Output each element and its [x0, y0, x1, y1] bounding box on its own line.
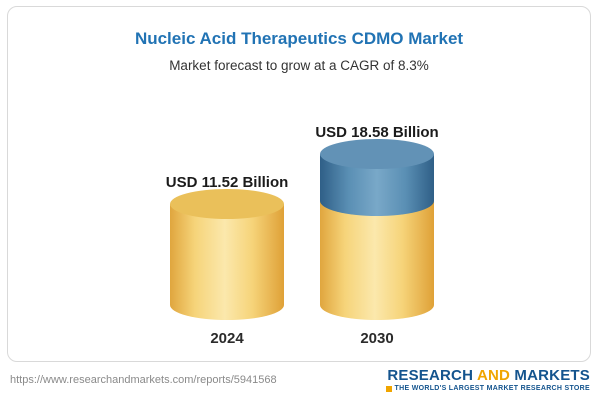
- bar-group-2024: USD 11.52 Billion 2024: [166, 174, 289, 347]
- logo-word-markets: MARKETS: [514, 367, 590, 385]
- chart-title: Nucleic Acid Therapeutics CDMO Market: [134, 29, 464, 48]
- bar-2030-top-ellipse: [320, 139, 434, 169]
- research-and-markets-logo: RESEARCH AND MARKETS THE WORLD'S LARGEST…: [385, 367, 590, 393]
- value-label-2024: USD 11.52 Billion: [165, 174, 289, 191]
- bar-2024-top-ellipse: [170, 189, 284, 219]
- axis-label-2030: 2030: [360, 330, 394, 347]
- chart-card: Nucleic Acid Therapeutics CDMO Market Ma…: [7, 6, 591, 362]
- report-url: https://www.researchandmarkets.com/repor…: [10, 374, 277, 386]
- value-label-2030: USD 18.58 Billion: [315, 124, 439, 141]
- bar-chart: USD 11.52 Billion 2024 USD 18.58 Billion…: [8, 7, 590, 361]
- bar-group-2030: USD 18.58 Billion 2030: [315, 124, 438, 347]
- bar-2030-cylinder: [320, 139, 434, 320]
- logo-tagline-text: THE WORLD'S LARGEST MARKET RESEARCH STOR…: [394, 384, 590, 392]
- logo-wordmark: RESEARCH AND MARKETS: [387, 367, 590, 384]
- chart-subtitle: Market forecast to grow at a CAGR of 8.3…: [169, 58, 429, 73]
- axis-label-2024: 2024: [210, 330, 244, 347]
- logo-tagline: THE WORLD'S LARGEST MARKET RESEARCH STOR…: [385, 384, 590, 393]
- footer: https://www.researchandmarkets.com/repor…: [0, 364, 600, 400]
- logo-square-icon: [385, 385, 392, 392]
- logo-word-and: AND: [476, 367, 511, 385]
- bar-2024-cylinder: [170, 189, 284, 320]
- bar-2024-body: [170, 204, 284, 320]
- logo-word-research: RESEARCH: [387, 367, 474, 385]
